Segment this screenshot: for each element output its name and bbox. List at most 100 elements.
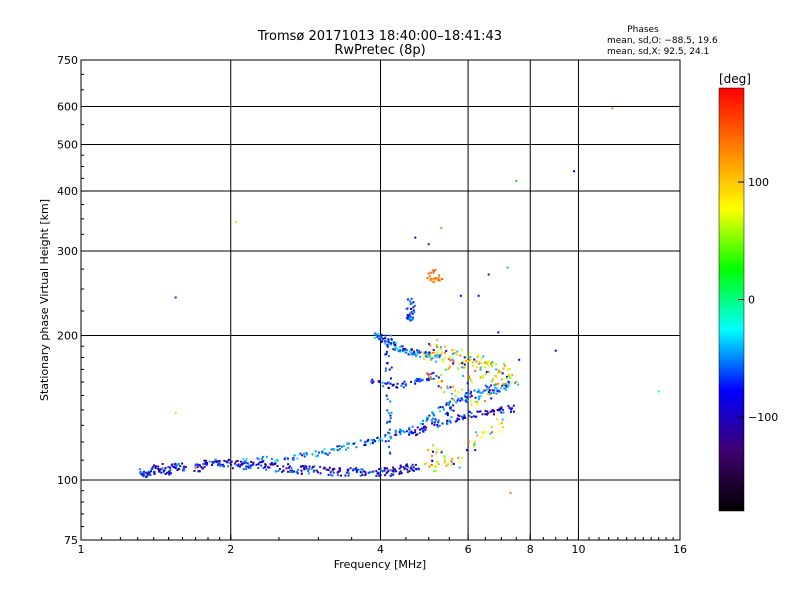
data-point [440, 449, 443, 452]
data-point [462, 374, 464, 377]
data-point [213, 460, 216, 463]
data-point [438, 276, 441, 279]
data-point [441, 278, 444, 280]
data-point [418, 468, 420, 471]
data-point [359, 439, 362, 442]
data-point [336, 445, 339, 448]
data-point [435, 374, 438, 377]
data-point [308, 465, 311, 468]
data-point [170, 464, 173, 467]
data-point [497, 389, 500, 392]
data-point [471, 364, 474, 367]
data-point [357, 468, 360, 471]
data-point [429, 357, 432, 360]
data-point [448, 419, 451, 422]
chart-subtitle: RwPretec (8p) [334, 43, 425, 58]
data-point [498, 409, 501, 412]
data-point [490, 410, 493, 413]
data-point [199, 464, 201, 467]
data-point [144, 475, 147, 478]
data-point [449, 386, 452, 389]
data-point [252, 461, 255, 464]
data-point [245, 459, 247, 462]
data-point [338, 469, 341, 472]
data-point [424, 355, 427, 357]
data-point [433, 421, 436, 424]
data-point [410, 310, 413, 313]
data-point [256, 457, 259, 460]
data-point [446, 414, 449, 417]
data-point [164, 473, 167, 475]
data-point [154, 467, 157, 470]
data-point [142, 475, 145, 478]
data-point [436, 351, 439, 354]
data-point [378, 335, 380, 338]
data-point [276, 465, 279, 467]
data-point [378, 473, 381, 476]
data-point [414, 236, 417, 239]
data-point [395, 470, 398, 473]
data-point [480, 362, 483, 365]
data-point [164, 468, 167, 471]
data-point [432, 444, 435, 447]
data-point [501, 418, 504, 421]
data-point [402, 347, 405, 350]
data-point [323, 448, 326, 451]
data-point [270, 457, 273, 460]
data-point [492, 378, 494, 381]
data-point [470, 395, 473, 397]
data-point [396, 386, 399, 389]
data-point [432, 465, 435, 468]
data-point [392, 341, 395, 344]
data-point [448, 401, 451, 404]
data-point [412, 466, 415, 469]
data-point [250, 464, 253, 467]
data-point [446, 412, 449, 415]
data-point [364, 474, 367, 477]
data-point [414, 382, 417, 385]
data-point [146, 472, 149, 475]
data-point [405, 430, 408, 433]
data-point [452, 359, 455, 362]
data-point [434, 355, 437, 357]
data-point [391, 473, 393, 475]
data-point [268, 466, 271, 469]
data-point [438, 356, 441, 359]
data-point [408, 314, 411, 317]
data-point [394, 429, 397, 432]
data-point [167, 471, 170, 474]
data-point [202, 467, 205, 470]
data-point [469, 396, 472, 399]
data-point [472, 415, 475, 418]
data-point [507, 375, 510, 378]
data-point [182, 465, 185, 468]
data-point [441, 358, 444, 361]
data-point [446, 387, 449, 390]
data-point [410, 307, 412, 310]
data-point [500, 387, 503, 390]
data-point [473, 358, 476, 361]
data-point [470, 391, 472, 394]
x-tick-label: 1 [78, 543, 85, 556]
data-point [453, 352, 456, 354]
y-tick-label: 500 [57, 139, 78, 152]
data-point [194, 463, 197, 466]
data-point [464, 395, 467, 398]
data-point [278, 468, 281, 470]
data-point [442, 361, 445, 364]
data-point [429, 279, 432, 282]
data-point [421, 378, 424, 381]
data-point [476, 403, 479, 406]
data-point [488, 393, 491, 396]
data-point [434, 419, 437, 422]
data-point [509, 377, 512, 379]
data-point [146, 475, 149, 478]
data-point [455, 401, 458, 404]
data-point [469, 400, 472, 403]
data-point [411, 432, 413, 435]
data-point [380, 341, 383, 343]
data-point [428, 351, 431, 354]
data-point [432, 348, 435, 351]
data-point [487, 391, 490, 394]
data-point [431, 420, 434, 423]
